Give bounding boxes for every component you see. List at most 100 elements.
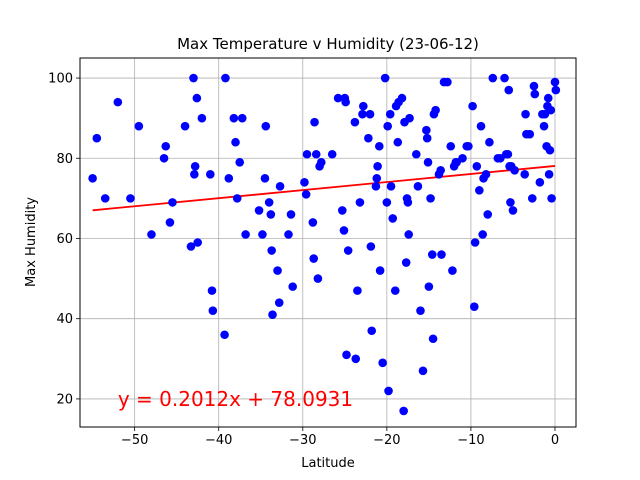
- data-point: [446, 141, 456, 151]
- data-point: [374, 141, 384, 151]
- data-point: [458, 153, 467, 163]
- data-point: [448, 266, 457, 275]
- data-point: [390, 286, 400, 295]
- data-point: [113, 97, 123, 107]
- data-point: [373, 161, 382, 171]
- y-tick-label: 80: [56, 152, 73, 167]
- data-point: [416, 306, 425, 315]
- data-point: [365, 109, 375, 119]
- data-point: [192, 93, 202, 103]
- x-tick-label: −20: [373, 433, 400, 448]
- data-point: [100, 194, 110, 203]
- data-point: [206, 170, 215, 179]
- data-point: [380, 73, 390, 83]
- data-point: [231, 137, 240, 147]
- data-point: [197, 113, 207, 123]
- data-point: [424, 282, 434, 291]
- data-point: [220, 330, 229, 340]
- data-point: [483, 210, 493, 219]
- data-point: [254, 206, 264, 215]
- data-point: [431, 105, 440, 115]
- data-point: [264, 198, 274, 207]
- data-point: [530, 89, 540, 99]
- data-point: [266, 210, 276, 219]
- data-point: [539, 121, 549, 131]
- data-point: [371, 182, 381, 191]
- data-point: [309, 254, 319, 263]
- data-point: [468, 101, 477, 111]
- data-point: [418, 366, 428, 376]
- data-point: [286, 210, 296, 219]
- data-point: [551, 85, 561, 95]
- data-point: [378, 358, 387, 368]
- data-point: [235, 157, 245, 167]
- data-point: [437, 250, 446, 259]
- data-point: [485, 137, 494, 147]
- data-point: [386, 182, 396, 191]
- data-point: [339, 226, 349, 235]
- data-point: [383, 121, 392, 131]
- data-point: [382, 198, 392, 207]
- data-point: [397, 93, 407, 103]
- y-tick-label: 60: [56, 232, 73, 247]
- data-point: [189, 73, 198, 83]
- data-point: [302, 149, 312, 159]
- x-axis-ticks: −50 −40 −30 −20 −10 0: [121, 427, 559, 448]
- data-point: [147, 230, 156, 239]
- data-point: [520, 170, 530, 179]
- data-point: [544, 170, 554, 179]
- data-point: [488, 73, 498, 83]
- data-point: [186, 242, 196, 251]
- data-point: [241, 230, 250, 239]
- data-point: [308, 218, 318, 227]
- data-point: [168, 198, 177, 207]
- data-point: [300, 178, 309, 187]
- data-point: [224, 174, 234, 183]
- data-point: [470, 238, 480, 247]
- data-point: [504, 85, 514, 95]
- data-point: [364, 133, 373, 143]
- data-point: [428, 334, 438, 344]
- data-point: [267, 246, 276, 255]
- data-point: [237, 113, 247, 123]
- data-point: [393, 137, 403, 147]
- data-point: [208, 306, 218, 315]
- data-point: [229, 113, 239, 123]
- data-point: [475, 186, 484, 195]
- data-point: [535, 178, 545, 187]
- data-point: [503, 149, 513, 159]
- data-point: [399, 406, 408, 416]
- data-point: [359, 101, 368, 111]
- data-point: [464, 141, 473, 151]
- data-point: [422, 133, 432, 143]
- data-point: [159, 153, 169, 163]
- data-point: [506, 198, 515, 207]
- data-point: [436, 166, 445, 175]
- data-point: [180, 121, 190, 131]
- data-point: [337, 206, 347, 215]
- x-tick-label: 0: [551, 433, 559, 448]
- data-point: [190, 161, 200, 171]
- data-point: [385, 109, 395, 119]
- data-point: [404, 230, 414, 239]
- data-point: [343, 246, 353, 255]
- data-point: [472, 161, 482, 171]
- y-axis-label: Max Humidity: [24, 197, 39, 287]
- data-point: [384, 386, 393, 396]
- data-point: [92, 133, 102, 143]
- data-point: [134, 121, 144, 131]
- data-point: [126, 194, 135, 203]
- data-point: [521, 109, 530, 119]
- x-tick-label: −10: [457, 433, 484, 448]
- data-point: [411, 149, 421, 159]
- data-point: [529, 81, 539, 91]
- data-point: [545, 145, 555, 155]
- data-point: [232, 194, 242, 203]
- data-point: [413, 182, 423, 191]
- data-point: [88, 174, 97, 183]
- data-point: [333, 93, 343, 103]
- data-point: [327, 149, 337, 159]
- y-tick-label: 20: [56, 392, 73, 407]
